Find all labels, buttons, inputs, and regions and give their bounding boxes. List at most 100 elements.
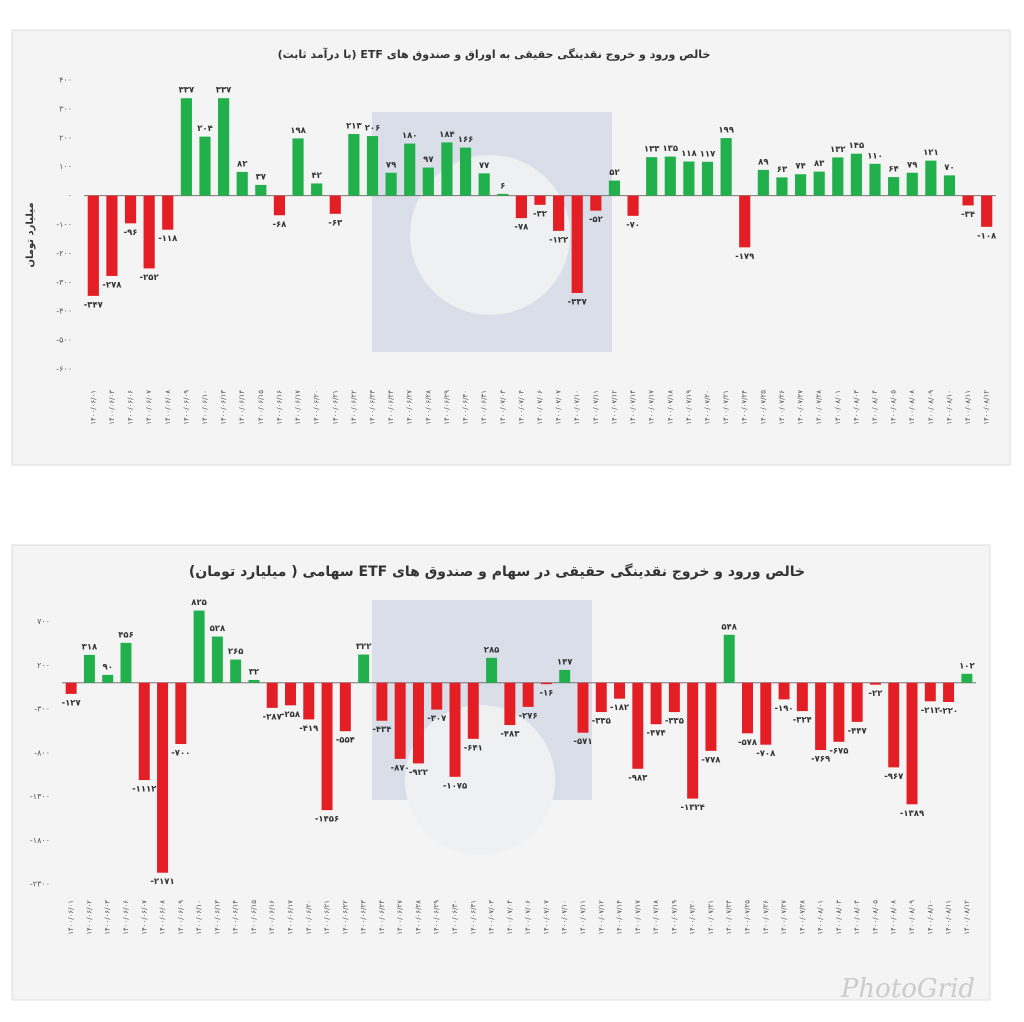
x-tick-label: ۱۴۰۰/۰۸/۱۲ xyxy=(963,900,971,935)
value-label: -۱۴۵۶ xyxy=(315,815,339,825)
bar xyxy=(303,682,315,720)
value-label: -۹۶ xyxy=(124,228,138,238)
value-label: ۱۹۸ xyxy=(290,126,306,136)
bar xyxy=(218,98,230,196)
bar xyxy=(757,169,769,196)
x-tick-label: ۱۴۰۰/۰۶/۳۰ xyxy=(451,900,459,935)
bar xyxy=(943,175,956,196)
bar xyxy=(478,173,490,196)
value-label: -۴۷۴ xyxy=(647,729,666,739)
value-label: ۱۹۹ xyxy=(718,126,734,136)
bar xyxy=(376,682,388,721)
bar xyxy=(102,674,114,683)
bar xyxy=(962,195,974,206)
value-label: ۴۲ xyxy=(311,171,322,181)
value-label: ۲۶۵ xyxy=(228,647,244,657)
value-label: -۳۴۷ xyxy=(84,300,104,310)
x-tick-label: ۱۴۰۰/۰۷/۱۸ xyxy=(666,390,674,425)
value-label: -۵۵۴ xyxy=(336,736,355,746)
value-label: -۹۶۷ xyxy=(884,772,904,782)
x-tick-label: ۱۴۰۰/۰۸/۰۱ xyxy=(817,900,825,935)
value-label: ۳۳۷ xyxy=(216,86,232,96)
value-label: ۱۳۵ xyxy=(662,144,678,154)
value-label: -۵۷۱ xyxy=(573,737,592,747)
bar xyxy=(385,172,397,196)
bar xyxy=(981,195,993,227)
x-tick-label: ۱۴۰۰/۰۷/۲۸ xyxy=(798,900,806,935)
value-label: -۱۱۱۲ xyxy=(132,785,157,795)
x-tick-label: ۱۴۰۰/۰۸/۰۳ xyxy=(852,390,860,425)
bar xyxy=(404,143,416,196)
x-tick-label: ۱۴۰۰/۰۶/۲۴ xyxy=(378,900,386,935)
value-label: ۳۲۲ xyxy=(356,642,372,652)
x-tick-label: ۱۴۰۰/۰۶/۲۹ xyxy=(443,390,451,425)
value-label: -۷۰۸ xyxy=(756,749,776,759)
value-label: ۱۴۷ xyxy=(557,657,573,667)
bar xyxy=(924,682,936,702)
y-axis-label: میلیارد تومان xyxy=(25,202,36,267)
x-tick-label: ۱۴۰۰/۰۶/۰۷ xyxy=(145,390,153,425)
bar xyxy=(106,195,118,276)
x-tick-label: ۱۴۰۰/۰۷/۲۵ xyxy=(744,900,752,935)
value-label: -۲۷۸ xyxy=(102,280,122,290)
bar xyxy=(553,195,565,231)
x-tick-label: ۱۴۰۰/۰۷/۰۷ xyxy=(555,390,563,425)
x-tick-label: ۱۴۰۰/۰۶/۱۰ xyxy=(195,900,203,935)
value-label: ۲۰۴ xyxy=(197,124,213,134)
x-tick-label: ۱۴۰۰/۰۶/۲۳ xyxy=(368,390,376,425)
bar xyxy=(292,138,304,196)
panel xyxy=(11,544,991,1001)
y-tick-label: -۱۸۰۰ xyxy=(30,836,50,845)
bar xyxy=(906,172,918,196)
value-label: -۱۲۲ xyxy=(549,235,569,245)
bar xyxy=(794,174,807,196)
bar xyxy=(124,195,137,224)
y-tick-label: ۲۰۰ xyxy=(37,661,50,670)
x-tick-label: ۱۴۰۰/۰۶/۱۳ xyxy=(213,900,221,935)
bar xyxy=(449,682,461,777)
bar xyxy=(138,682,150,781)
x-tick-label: ۱۴۰۰/۰۷/۱۷ xyxy=(634,900,642,935)
bar xyxy=(394,682,406,759)
bar xyxy=(813,171,825,196)
bar xyxy=(723,634,735,683)
bar xyxy=(614,682,626,699)
x-tick-label: ۱۴۰۰/۰۶/۰۹ xyxy=(182,390,190,425)
value-label: -۷۰۰ xyxy=(171,749,190,759)
x-tick-label: ۱۴۰۰/۰۶/۳۱ xyxy=(469,900,477,935)
bar xyxy=(211,636,223,683)
x-tick-label: ۱۴۰۰/۰۷/۰۶ xyxy=(524,900,532,935)
value-label: ۷۰ xyxy=(944,163,954,173)
value-label: -۱۰۸ xyxy=(977,231,997,241)
bar xyxy=(348,134,360,196)
bar xyxy=(504,682,516,726)
value-label: ۱۳۳ xyxy=(644,145,660,155)
value-label: ۷۷ xyxy=(479,161,490,171)
bar xyxy=(266,682,278,708)
value-label: ۸۲۵ xyxy=(191,598,207,608)
value-label: ۷۹ xyxy=(907,160,918,170)
y-tick-label: -۱۰۰ xyxy=(56,220,72,229)
value-label: ۱۴۵ xyxy=(849,141,865,151)
x-tick-label: ۱۴۰۰/۰۶/۲۲ xyxy=(350,390,358,425)
bar xyxy=(778,682,790,700)
bar xyxy=(175,682,187,744)
bar xyxy=(366,136,379,196)
value-label: ۶۴ xyxy=(888,165,898,175)
bar xyxy=(486,657,498,683)
x-tick-label: ۱۴۰۰/۰۸/۰۸ xyxy=(890,900,898,935)
value-label: ۶ xyxy=(500,181,505,191)
value-label: -۱۳۸۹ xyxy=(900,809,925,819)
x-tick-label: ۱۴۰۰/۰۶/۲۷ xyxy=(406,390,414,425)
x-tick-label: ۱۴۰۰/۰۸/۱۱ xyxy=(945,900,953,935)
bar xyxy=(83,654,95,683)
bar xyxy=(329,195,341,214)
x-tick-label: ۱۴۰۰/۰۶/۲۲ xyxy=(341,900,349,935)
bar xyxy=(627,195,639,216)
bar xyxy=(608,180,621,196)
bar xyxy=(595,682,607,713)
bar xyxy=(832,157,844,196)
bar xyxy=(559,669,571,683)
x-tick-label: ۱۴۰۰/۰۷/۰۶ xyxy=(536,390,544,425)
value-label: ۷۴ xyxy=(795,162,805,172)
